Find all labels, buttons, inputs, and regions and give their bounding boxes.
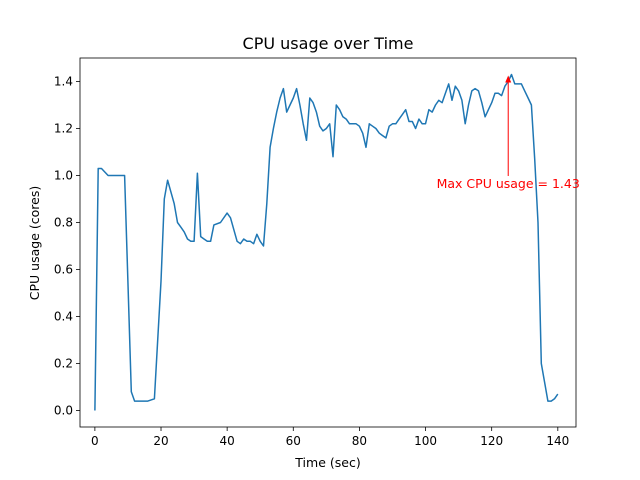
x-tick-label: 100 [414, 434, 437, 448]
y-tick-label: 1.4 [54, 75, 73, 89]
x-axis-ticks: 0 20 40 60 80 100 120 140 [91, 427, 569, 448]
y-tick-label: 0.2 [54, 357, 73, 371]
annotation-text: Max CPU usage = 1.43 [437, 176, 580, 191]
y-axis-ticks: 0.0 0.2 0.4 0.6 0.8 1.0 1.2 1.4 [54, 75, 80, 418]
x-tick-label: 60 [286, 434, 301, 448]
x-axis-label: Time (sec) [294, 455, 360, 470]
y-tick-label: 0.8 [54, 216, 73, 230]
y-tick-label: 0.0 [54, 404, 73, 418]
y-axis-label: CPU usage (cores) [27, 186, 42, 300]
x-tick-label: 120 [480, 434, 503, 448]
x-tick-label: 40 [220, 434, 235, 448]
annotation-arrow-head [505, 75, 512, 83]
y-tick-label: 0.4 [54, 310, 73, 324]
plot-area: 0 20 40 60 80 100 120 140 0.0 0.2 0.4 0.6 0.8 1.0 1.2… [54, 57, 580, 448]
y-tick-label: 0.6 [54, 263, 73, 277]
axes-frame [79, 57, 577, 428]
chart-title: CPU usage over Time [243, 34, 414, 53]
cpu-usage-line [94, 73, 559, 411]
x-tick-label: 80 [352, 434, 367, 448]
x-tick-label: 0 [91, 434, 99, 448]
x-tick-label: 20 [153, 434, 168, 448]
y-tick-label: 1.2 [54, 122, 73, 136]
x-tick-label: 140 [546, 434, 569, 448]
y-tick-label: 1.0 [54, 169, 73, 183]
max-annotation: Max CPU usage = 1.43 [437, 75, 580, 191]
